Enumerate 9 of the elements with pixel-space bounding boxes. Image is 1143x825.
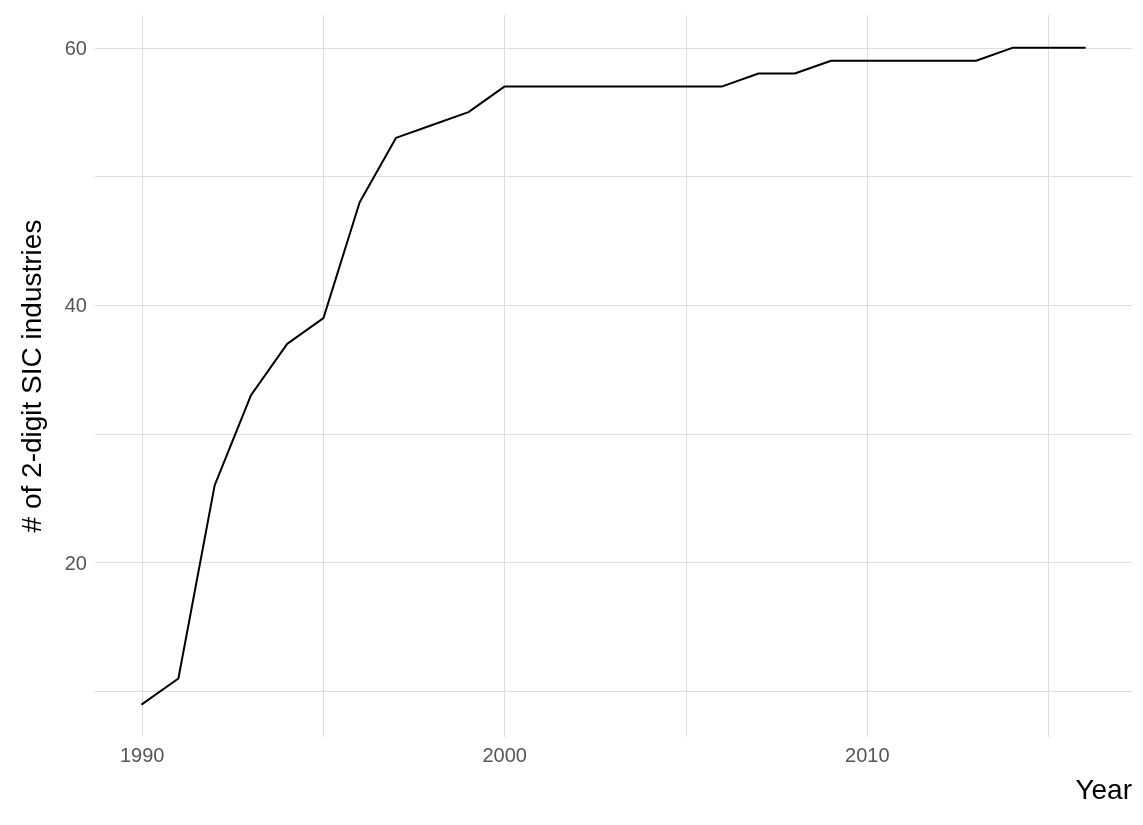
x-tick-label: 2010 [845, 744, 890, 766]
y-axis-title: # of 2-digit SIC industries [15, 219, 47, 533]
x-tick-label: 2000 [482, 744, 527, 766]
y-tick-label: 40 [64, 294, 87, 317]
y-tick-label: 20 [64, 551, 87, 574]
x-axis-title: Year [1075, 773, 1132, 805]
line-series [141, 46, 1086, 706]
y-tick-label: 60 [64, 36, 87, 59]
x-tick-label: 1990 [119, 744, 165, 766]
